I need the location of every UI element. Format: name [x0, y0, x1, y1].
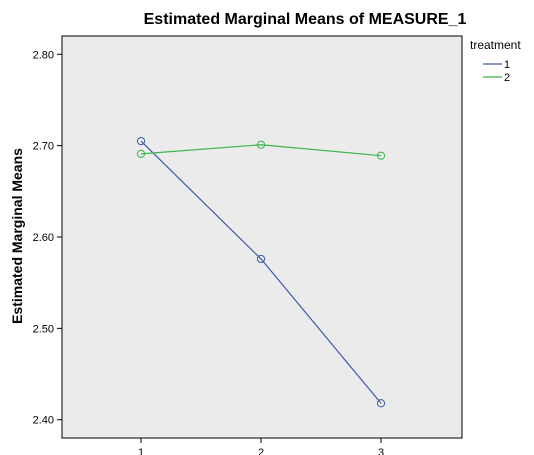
data-point: [376, 151, 386, 160]
legend-label: 2: [504, 72, 510, 84]
plot-area: [61, 35, 463, 439]
data-point: [136, 136, 146, 146]
legend-label: 1: [504, 59, 510, 71]
x-tick-label: 1: [138, 447, 144, 455]
y-tick-label: 2.70: [33, 141, 54, 153]
data-point: [136, 149, 146, 158]
y-axis: 2.40 2.50 2.60 2.70 2.80: [33, 49, 62, 427]
x-tick-label: 2: [258, 447, 264, 455]
series-2: [136, 140, 386, 160]
data-point: [376, 399, 386, 408]
legend: treatment 12: [470, 38, 521, 84]
x-tick-label: 3: [378, 447, 384, 455]
x-axis: 1 2 3: [138, 438, 384, 455]
series-1: [136, 136, 386, 408]
y-tick-label: 2.40: [33, 415, 54, 427]
y-tick-label: 2.60: [33, 232, 54, 244]
series-line: [140, 140, 382, 404]
chart-title: Estimated Marginal Means of MEASURE_1: [144, 11, 467, 28]
data-point: [256, 254, 266, 264]
data-point: [256, 140, 266, 149]
y-tick-label: 2.80: [33, 49, 54, 61]
series-line: [140, 144, 382, 157]
y-axis-label: Estimated Marginal Means: [9, 148, 25, 324]
y-tick-label: 2.50: [33, 323, 54, 335]
legend-title: treatment: [470, 38, 521, 52]
series-layer: [136, 136, 386, 408]
